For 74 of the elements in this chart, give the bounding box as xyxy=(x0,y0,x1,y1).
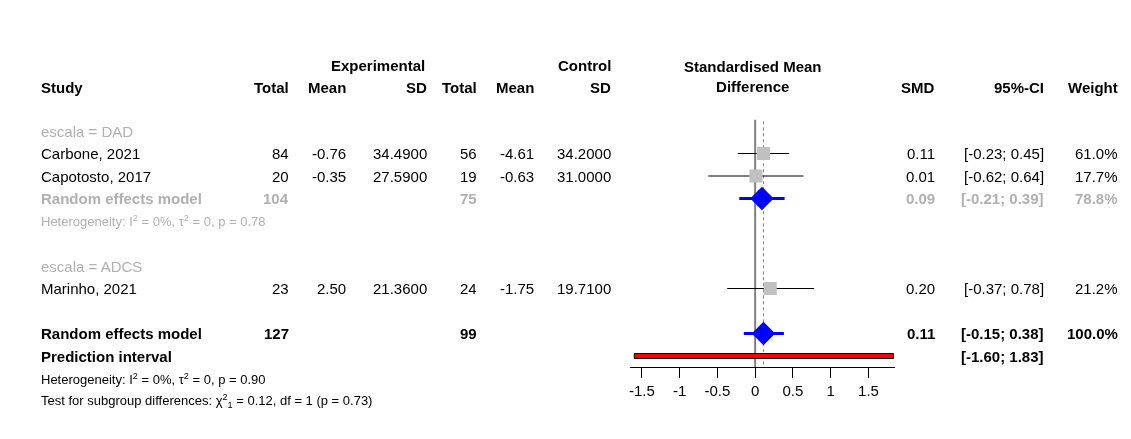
category-label: Mean xyxy=(496,79,535,96)
text: 75 xyxy=(460,190,477,207)
text: 21.3600 xyxy=(373,280,428,297)
text: 21.2% xyxy=(1075,280,1118,297)
text: Random effects model xyxy=(41,325,202,342)
x-tick-label: 1.5 xyxy=(858,382,879,400)
text: Heterogeneity: I$^{2}$ = 0%, τ$^{2}$ = 0, p = 0.78 xyxy=(41,213,266,230)
text: 2.50 xyxy=(317,280,347,297)
x-tick-label: 0.5 xyxy=(782,382,804,400)
category-label: Study xyxy=(41,79,84,96)
x-tick-label: 0 xyxy=(750,382,760,400)
text: [-0.15; 0.38] xyxy=(961,325,1044,342)
text: [-0.37; 0.78] xyxy=(964,280,1045,297)
text: [-0.21; 0.39] xyxy=(961,190,1044,207)
text: 19 xyxy=(460,168,477,185)
text: 34.4900 xyxy=(373,145,428,162)
text: -0.76 xyxy=(312,145,347,162)
text: 23 xyxy=(272,280,289,297)
text: 61.0% xyxy=(1075,145,1118,162)
text: 19.7100 xyxy=(557,280,612,297)
text: 84 xyxy=(272,145,289,162)
category-label: SD xyxy=(406,79,427,96)
text: escala = ADCS xyxy=(41,258,143,275)
text: Test for subgroup differences: χ$^{2}$$_{1}$ = 0.12, df = 1 (p = 0.73) xyxy=(41,392,373,411)
text: -4.61 xyxy=(500,145,535,162)
category-label: SMD xyxy=(901,79,935,96)
category-label: 95%-CI xyxy=(994,79,1045,96)
chart-title: Standardised Mean Difference xyxy=(684,58,822,95)
text: 20 xyxy=(272,168,289,185)
text: Random effects model xyxy=(41,190,202,207)
text: 17.7% xyxy=(1075,168,1118,185)
x-tick-label: -0.5 xyxy=(704,382,731,400)
text: 99 xyxy=(460,325,477,342)
point xyxy=(751,321,776,346)
category-label: Total xyxy=(254,79,289,96)
x-tick-label: -1 xyxy=(672,382,687,400)
text: 78.8% xyxy=(1075,190,1118,207)
text: -0.63 xyxy=(500,168,535,185)
text: 0.01 xyxy=(906,168,936,185)
text: 104 xyxy=(263,190,289,207)
x-tick-label: 1 xyxy=(826,382,835,400)
category-label: Mean xyxy=(308,79,347,96)
text: 0.11 xyxy=(907,145,936,162)
text: Control xyxy=(558,57,612,74)
category-label: Weight xyxy=(1068,79,1118,96)
text: Prediction interval xyxy=(41,348,172,365)
text: Marinho, 2021 xyxy=(41,280,137,297)
text: [-0.23; 0.45] xyxy=(964,145,1045,162)
point xyxy=(749,169,763,183)
text: 100.0% xyxy=(1067,325,1118,342)
category-label: SD xyxy=(590,79,611,96)
text: 0.11 xyxy=(907,325,936,342)
text: 56 xyxy=(460,145,477,162)
point xyxy=(756,147,770,160)
text: 127 xyxy=(264,325,290,342)
text: 24 xyxy=(460,280,477,297)
text: 0.09 xyxy=(906,190,936,207)
text: Heterogeneity: I$^{2}$ = 0%, τ$^{2}$ = 0, p = 0.90 xyxy=(41,371,266,388)
text: Capotosto, 2017 xyxy=(41,168,152,185)
point xyxy=(750,186,774,211)
text: Carbone, 2021 xyxy=(41,145,141,162)
category-label: Total xyxy=(442,79,477,96)
text: -0.35 xyxy=(312,168,347,185)
text: [-0.62; 0.64] xyxy=(964,168,1045,185)
text: 0.20 xyxy=(906,280,936,297)
x-tick-label: -1.5 xyxy=(628,382,655,400)
text: Experimental xyxy=(331,57,426,74)
text: 31.0000 xyxy=(557,168,612,185)
text: -1.75 xyxy=(500,280,535,297)
text: 27.5900 xyxy=(373,168,428,185)
text: [-1.60; 1.83] xyxy=(961,348,1044,365)
text: 34.2000 xyxy=(557,145,612,162)
text: escala = DAD xyxy=(41,123,134,140)
point xyxy=(763,282,777,295)
